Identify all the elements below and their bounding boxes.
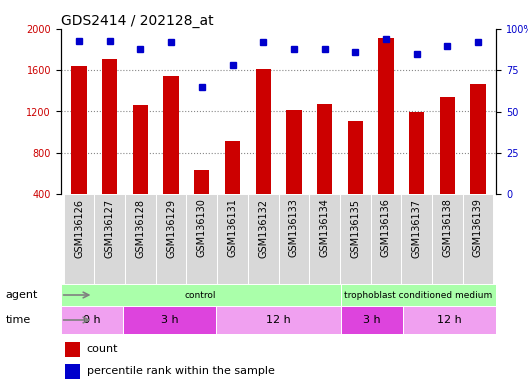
Bar (317, 104, 332, 194)
Text: GSM136130: GSM136130 (197, 199, 207, 257)
Bar (470, 84, 486, 194)
Bar (217, 194, 248, 284)
Bar (347, 121, 363, 194)
Bar (64, 194, 95, 284)
Text: GSM136128: GSM136128 (136, 199, 146, 258)
Text: GSM136134: GSM136134 (319, 199, 329, 257)
Bar (371, 194, 401, 284)
Text: GSM136139: GSM136139 (473, 199, 483, 257)
Bar (248, 194, 279, 284)
Text: GSM136132: GSM136132 (258, 199, 268, 258)
Text: 3 h: 3 h (363, 315, 381, 325)
Bar (401, 194, 432, 284)
Bar (65, 364, 80, 379)
Bar (61, 306, 123, 334)
Bar (194, 170, 210, 194)
Bar (125, 194, 156, 284)
Text: GSM136136: GSM136136 (381, 199, 391, 257)
Bar (309, 194, 340, 284)
Text: 12 h: 12 h (437, 315, 462, 325)
Text: GSM136127: GSM136127 (105, 199, 115, 258)
Text: GDS2414 / 202128_at: GDS2414 / 202128_at (61, 14, 213, 28)
Text: count: count (87, 344, 118, 354)
Text: GSM136133: GSM136133 (289, 199, 299, 257)
Text: 0 h: 0 h (83, 315, 101, 325)
Text: 12 h: 12 h (266, 315, 291, 325)
Bar (156, 194, 186, 284)
Bar (440, 97, 455, 194)
Bar (186, 194, 217, 284)
Text: control: control (185, 291, 216, 300)
Bar (341, 306, 403, 334)
Bar (65, 341, 80, 356)
Text: GSM136138: GSM136138 (442, 199, 452, 257)
Bar (61, 284, 341, 306)
Bar (378, 38, 393, 194)
Bar (256, 69, 271, 194)
Bar (279, 194, 309, 284)
Bar (133, 105, 148, 194)
Bar (341, 284, 496, 306)
Bar (463, 194, 493, 284)
Bar (123, 306, 216, 334)
Bar (286, 111, 301, 194)
Bar (71, 66, 87, 194)
Bar (164, 76, 179, 194)
Text: GSM136129: GSM136129 (166, 199, 176, 258)
Text: GSM136137: GSM136137 (411, 199, 421, 258)
Bar (102, 59, 117, 194)
Text: percentile rank within the sample: percentile rank within the sample (87, 366, 275, 376)
Text: GSM136131: GSM136131 (228, 199, 238, 257)
Bar (340, 194, 371, 284)
Text: GSM136135: GSM136135 (350, 199, 360, 258)
Text: agent: agent (5, 290, 37, 300)
Bar (225, 141, 240, 194)
Text: 3 h: 3 h (161, 315, 178, 325)
Bar (403, 306, 496, 334)
Text: GSM136126: GSM136126 (74, 199, 84, 258)
Bar (216, 306, 341, 334)
Bar (409, 111, 424, 194)
Text: time: time (5, 315, 31, 325)
Bar (432, 194, 463, 284)
Text: trophoblast conditioned medium: trophoblast conditioned medium (344, 291, 493, 300)
Bar (95, 194, 125, 284)
